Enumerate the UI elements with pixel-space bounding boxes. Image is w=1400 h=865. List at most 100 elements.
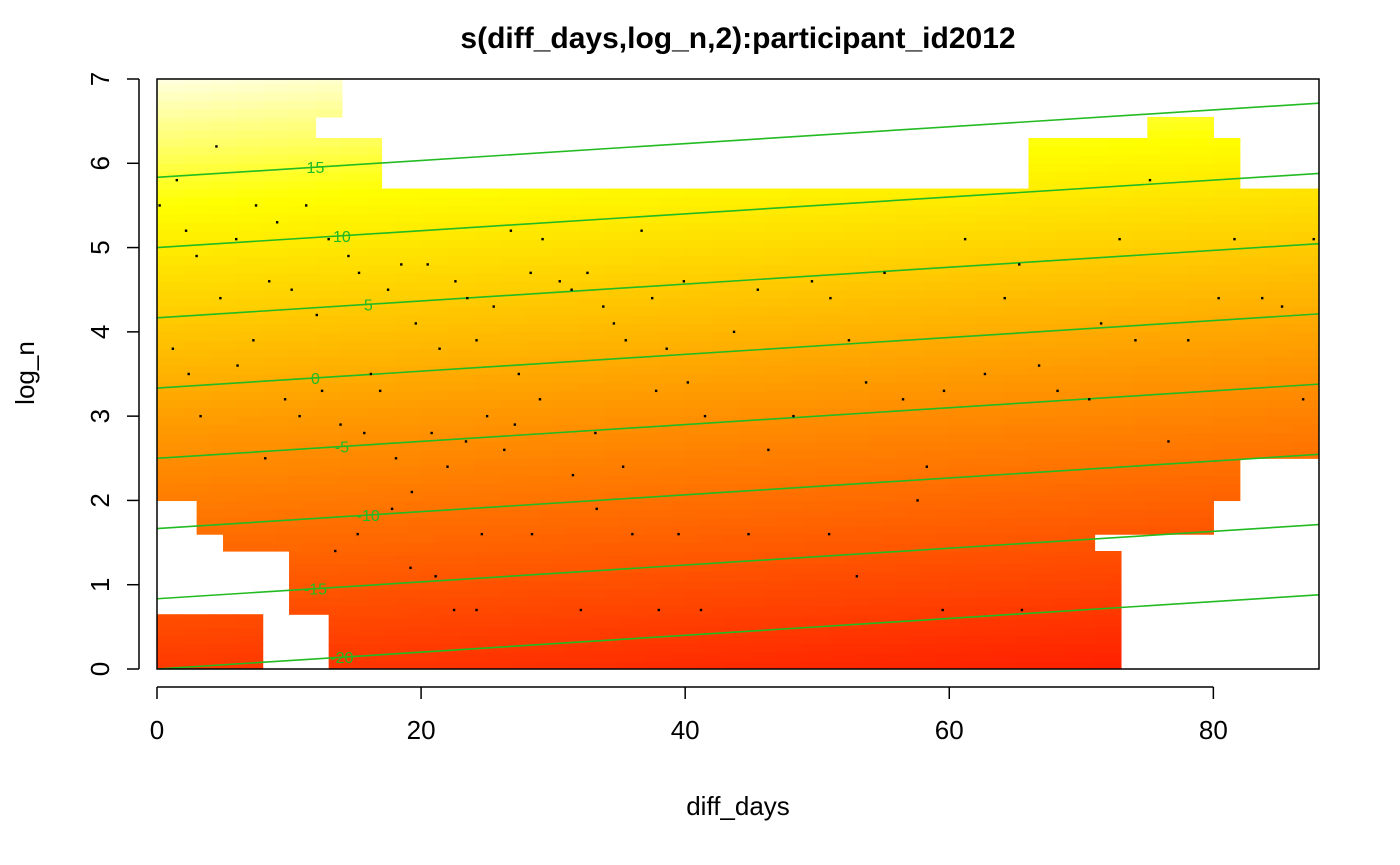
heatmap-cell [671,626,699,636]
heatmap-cell [1081,264,1109,274]
heatmap-cell [302,525,330,535]
heatmap-cell [209,315,237,325]
heatmap-cell [1266,348,1294,358]
heatmap-cell [341,298,369,308]
heatmap-cell [658,205,686,215]
heatmap-cell [526,213,554,223]
heatmap-cell [896,239,924,249]
heatmap-cell [553,492,581,502]
heatmap-cell [341,247,369,257]
heatmap-cell [1266,298,1294,308]
heatmap-cell [513,614,541,620]
heatmap-cell [1068,525,1096,535]
heatmap-cell [500,407,528,417]
heatmap-cell [711,382,739,392]
heatmap-cell [262,79,290,84]
heatmap-cell [1186,239,1214,249]
heatmap-cell [447,466,475,476]
heatmap-cell [790,441,818,451]
heatmap-cell [764,256,792,266]
heatmap-cell [790,213,818,223]
heatmap-cell [843,475,871,485]
heatmap-cell [949,572,977,582]
heatmap-cell [949,555,977,565]
heatmap-cell [685,433,713,443]
heatmap-cell [658,605,686,615]
heatmap-cell [1054,239,1082,249]
heatmap-cell [1186,213,1214,223]
heatmap-cell [658,264,686,274]
heatmap-cell [183,264,211,274]
heatmap-cell [421,483,449,493]
heatmap-cell [1002,264,1030,274]
heatmap-cell [157,272,185,282]
heatmap-cell [711,298,739,308]
heatmap-cell [500,256,528,266]
heatmap-cell [289,563,317,573]
heatmap-cell [1239,340,1267,350]
heatmap-cell [473,264,501,274]
heatmap-cell [1160,348,1188,358]
heatmap-cell [1213,483,1241,493]
heatmap-cell [1266,264,1294,274]
heatmap-cell [1213,492,1241,502]
heatmap-cell [1028,563,1056,573]
heatmap-cell [605,551,633,556]
heatmap-cell [236,618,264,628]
heatmap-cell [553,580,581,590]
heatmap-cell [949,247,977,257]
heatmap-cell [949,222,977,232]
heatmap-cell [289,222,317,232]
heatmap-cell [790,323,818,333]
heatmap-cell [870,555,898,565]
heatmap-cell [223,542,251,552]
heatmap-cell [632,247,660,257]
heatmap-cell [579,374,607,384]
heatmap-cell [1160,374,1188,384]
heatmap-cell [764,315,792,325]
heatmap-cell [500,492,528,502]
heatmap-cell [209,492,237,502]
heatmap-cell [209,458,237,468]
heatmap-cell [553,588,581,598]
heatmap-cell [262,163,290,173]
heatmap-cell [579,323,607,333]
heatmap-cell [738,449,766,459]
heatmap-cell [368,163,383,173]
heatmap-cell [988,635,1016,645]
heatmap-cell [711,213,739,223]
heatmap-cell [883,517,911,527]
heatmap-cell [315,449,343,459]
heatmap-cell [1068,508,1096,518]
heatmap-cell [236,433,264,443]
heatmap-cell [315,83,343,93]
heatmap-cell [658,256,686,266]
heatmap-cell [579,572,607,582]
heatmap-cell [289,572,317,582]
heatmap-cell [157,466,185,476]
heatmap-cell [685,382,713,392]
heatmap-cell [922,298,950,308]
heatmap-cell [1002,551,1030,556]
heatmap-cell [632,475,660,485]
heatmap-cell [275,517,303,527]
heatmap-cell [1081,382,1109,392]
heatmap-cell [830,643,858,653]
heatmap-cell [605,458,633,468]
heatmap-cell [1107,475,1135,485]
heatmap-cell [1213,230,1241,240]
heatmap-cell [341,340,369,350]
heatmap-cell [157,281,185,291]
heatmap-cell [1015,534,1043,544]
heatmap-cell [1134,466,1162,476]
heatmap-cell [738,247,766,257]
heatmap-cell [843,272,871,282]
heatmap-cell [553,289,581,299]
heatmap-cell [236,247,264,257]
heatmap-cell [1239,399,1267,409]
heatmap-cell [315,441,343,451]
heatmap-cell [751,614,779,620]
heatmap-cell [157,348,185,358]
heatmap-cell [289,424,317,434]
heatmap-cell [1186,492,1214,502]
